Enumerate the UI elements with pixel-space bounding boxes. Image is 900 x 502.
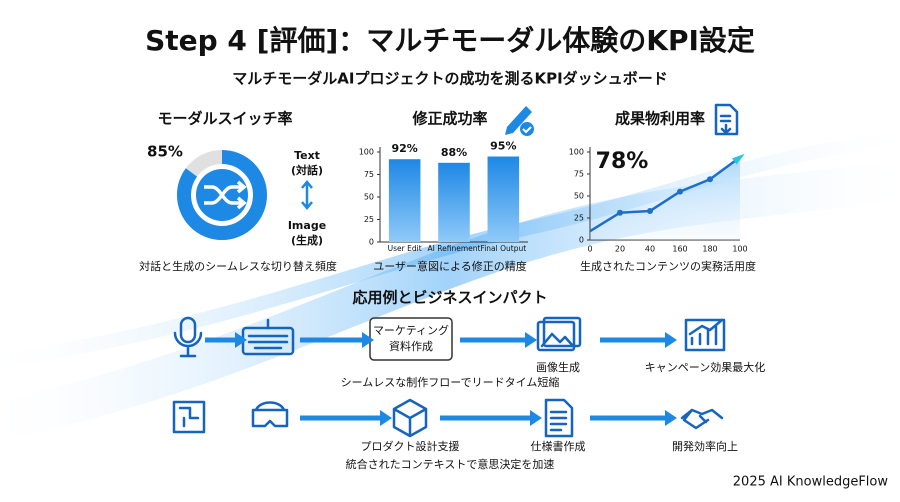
flow-arrows	[205, 332, 677, 426]
arrow-head	[732, 153, 745, 165]
caption: 生成されたコンテンツの実務活用度	[580, 259, 756, 273]
x-tick-label: 180	[702, 245, 717, 254]
section-title: 応用例とビジネスインパクト	[352, 289, 547, 307]
subtitle: マルチモーダルAIプロジェクトの成功を測るKPIダッシュボード	[232, 70, 667, 88]
arrow-head	[665, 410, 677, 426]
box-label: マーケティング	[373, 323, 449, 337]
y-tick-label: 75	[574, 170, 584, 179]
x-tick-label: 160	[672, 245, 687, 254]
step-label: 画像生成	[536, 360, 580, 374]
mode-label: (生成)	[291, 233, 323, 247]
x-tick-label: User Edit	[388, 244, 422, 253]
step-label: 開発効率向上	[672, 439, 738, 453]
step-label: 仕様書作成	[531, 439, 586, 453]
y-tick-label: 25	[574, 214, 584, 223]
updown-arrow	[301, 180, 313, 210]
x-tick-label: AI Refinement	[428, 244, 481, 253]
panel-title: 修正成功率	[411, 110, 487, 128]
y-tick-label: 25	[364, 215, 374, 224]
step-label: プロダクト設計支援	[361, 439, 460, 453]
line	[589, 156, 741, 233]
arrow-head	[380, 410, 392, 426]
pencil-icon	[505, 106, 534, 136]
mode-label: Text	[294, 149, 320, 162]
point	[617, 209, 623, 216]
y-tick-label: 0	[369, 238, 374, 247]
footer: 2025 AI KnowledgeFlow	[733, 475, 889, 490]
caption: 統合されたコンテキストで意思決定を加速	[346, 457, 555, 471]
step-label: キャンペーン効果最大化	[645, 360, 765, 374]
document-icon	[714, 103, 739, 136]
value-label: 95%	[490, 140, 516, 153]
arrow-head	[530, 410, 542, 426]
x-tick-label: 40	[645, 245, 655, 254]
panel-title: 成果物利用率	[615, 110, 705, 128]
mode-label: (対話)	[291, 163, 323, 177]
title: Step 4 [評価]：マルチモーダル体験のKPI設定	[145, 24, 755, 57]
box-label: 資料作成	[389, 339, 433, 353]
area	[590, 157, 740, 240]
axis	[379, 147, 528, 243]
caption: 対話と生成のシームレスな切り替え頻度	[139, 259, 337, 273]
swap-icon	[204, 180, 247, 210]
x-tick-label: 20	[615, 245, 625, 254]
bar	[487, 156, 520, 242]
arrow-head	[235, 332, 247, 348]
donut-value: 85%	[147, 143, 183, 161]
icons	[172, 316, 726, 438]
arrow-head	[362, 332, 374, 348]
point	[647, 207, 653, 214]
point	[677, 188, 683, 195]
arrow-head	[525, 332, 537, 348]
swoosh	[0, 160, 900, 440]
y-tick-label: 100	[569, 148, 584, 157]
x-tick-label: Final Output	[480, 244, 526, 253]
donut-arc	[177, 150, 267, 240]
y-tick-label: 50	[574, 192, 584, 201]
bar	[438, 162, 470, 242]
arrow-head	[665, 332, 677, 348]
panel-title: モーダルスイッチ率	[157, 110, 292, 128]
x-tick-label: 100	[732, 245, 747, 254]
mode-label: Image	[288, 219, 326, 232]
y-tick-label: 75	[364, 170, 374, 179]
value-label: 92%	[391, 142, 417, 155]
y-tick-label: 0	[579, 236, 584, 245]
y-tick-label: 50	[364, 193, 374, 202]
value-label: 88%	[441, 146, 467, 159]
x-tick-label: 0	[587, 245, 592, 254]
caption: ユーザー意図による修正の精度	[373, 259, 526, 273]
point	[707, 176, 713, 183]
y-tick-label: 100	[359, 148, 374, 157]
bar	[388, 159, 421, 242]
headline: 78%	[596, 149, 649, 174]
caption: シームレスな制作フローでリードタイム短縮	[341, 375, 560, 389]
